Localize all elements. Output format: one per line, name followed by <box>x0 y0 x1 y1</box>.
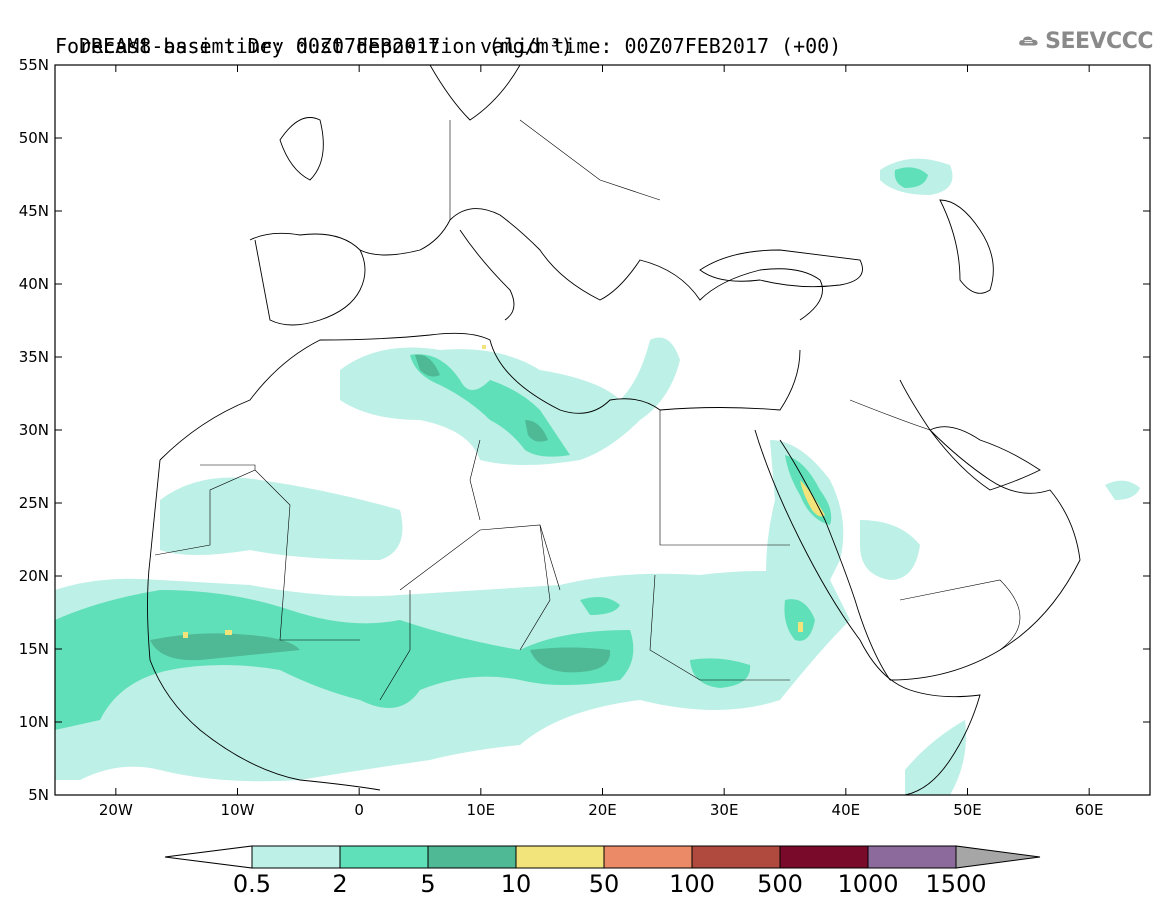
dust-area-libya-dark <box>525 420 548 442</box>
lon-axis: 20W 10W 0 10E 20E 30E 40E 50E 60E <box>99 65 1104 819</box>
colorbar-label: 5 <box>420 870 435 898</box>
colorbar-segment <box>691 845 781 869</box>
colorbar: 0.5 2 5 10 50 100 500 1000 1500 <box>164 845 1041 898</box>
lon-tick-label: 10W <box>221 801 255 819</box>
lat-tick-label: 35N <box>19 348 49 366</box>
colorbar-low-extend <box>164 845 253 869</box>
lon-tick-label: 20W <box>99 801 133 819</box>
lon-tick-label: 60E <box>1075 801 1104 819</box>
colorbar-segment <box>867 845 957 869</box>
coast-europe <box>249 208 823 321</box>
dust-area-chad-dark <box>530 647 611 673</box>
colorbar-segment <box>427 845 517 869</box>
lon-tick-label: 40E <box>832 801 861 819</box>
lat-tick-label: 40N <box>19 275 49 293</box>
coast-scandinavia <box>429 65 521 121</box>
coast-redsea-east <box>779 439 891 681</box>
dust-area-tunisia-peak <box>482 345 486 349</box>
lat-tick-label: 50N <box>19 129 49 147</box>
dust-area-ethiopia-mid <box>784 599 815 641</box>
colorbar-segment <box>779 845 869 869</box>
title-valid-time: valid time: 00Z07FEB2017 (+00) <box>480 34 842 58</box>
lat-tick-label: 45N <box>19 202 49 220</box>
lon-tick-label: 30E <box>710 801 739 819</box>
cloud-icon <box>1019 36 1038 46</box>
dust-area-gulf <box>1105 480 1140 500</box>
lat-tick-label: 55N <box>19 56 49 74</box>
seevccc-logo: SEEVCCC <box>1018 24 1153 58</box>
dust-area-wsahara <box>160 477 403 560</box>
lat-axis: 55N 50N 45N 40N 35N 30N 25N 20N 15N 10N 5N <box>19 56 1150 804</box>
map-title: DREAM8-assim: Dry dust deposition (mg/m³… <box>55 10 841 106</box>
colorbar-segment <box>603 845 693 869</box>
lat-tick-label: 20N <box>19 567 49 585</box>
dust-area-ethiopia-peak <box>798 622 803 632</box>
borders <box>154 119 1021 701</box>
colorbar-segment <box>251 845 341 869</box>
coastlines <box>147 65 1081 795</box>
colorbar-label: 1000 <box>837 870 898 898</box>
lat-tick-label: 30N <box>19 421 49 439</box>
lat-tick-label: 10N <box>19 713 49 731</box>
coast-caspian <box>939 199 994 294</box>
dust-area-caspian-mid <box>894 167 928 188</box>
dust-area-sahel-dark <box>150 633 300 661</box>
coast-arabia <box>889 379 1081 681</box>
title-line1: DREAM8-assim: Dry dust deposition (mg/m³… <box>79 34 573 58</box>
dust-area-somalia <box>905 720 966 795</box>
dust-field <box>55 158 1140 795</box>
lon-tick-label: 20E <box>588 801 617 819</box>
coast-uk <box>279 117 324 181</box>
coast-north-africa <box>159 332 801 461</box>
dust-area-arabia <box>860 520 920 580</box>
dust-area-sudan-mid <box>580 596 620 615</box>
lon-tick-label: 10E <box>467 801 496 819</box>
coast-persian-gulf <box>929 426 1041 491</box>
colorbar-label: 50 <box>589 870 620 898</box>
lat-tick-label: 5N <box>28 786 49 804</box>
dust-area-sahel-peak1 <box>183 632 188 638</box>
lat-tick-label: 15N <box>19 640 49 658</box>
colorbar-label: 0.5 <box>233 870 271 898</box>
colorbar-high-extend <box>955 845 1041 869</box>
colorbar-label: 100 <box>669 870 715 898</box>
lon-tick-label: 0 <box>354 801 364 819</box>
dust-area-tunisia-dark <box>415 354 440 377</box>
logo-text: SEEVCCC <box>1045 28 1153 54</box>
coast-somalia <box>904 689 981 795</box>
colorbar-label: 500 <box>757 870 803 898</box>
colorbar-label: 10 <box>501 870 532 898</box>
dust-area-redsea <box>766 440 844 647</box>
coast-redsea-west <box>754 429 911 691</box>
dust-area-chad-mid <box>690 658 751 688</box>
colorbar-label: 1500 <box>925 870 986 898</box>
coast-west-africa <box>147 459 381 791</box>
lon-tick-label: 50E <box>953 801 982 819</box>
lat-tick-label: 25N <box>19 494 49 512</box>
coast-black-sea <box>699 249 863 288</box>
coast-italy <box>459 229 515 321</box>
dust-area-sahel-mid <box>55 590 634 730</box>
title-base-time: Forecast base time: 00Z07FEB2017 <box>55 34 441 58</box>
dust-area-sahel-peak2 <box>225 630 232 635</box>
coast-iberia <box>254 239 366 326</box>
colorbar-label: 2 <box>332 870 347 898</box>
colorbar-segment <box>515 845 605 869</box>
colorbar-segment <box>339 845 429 869</box>
